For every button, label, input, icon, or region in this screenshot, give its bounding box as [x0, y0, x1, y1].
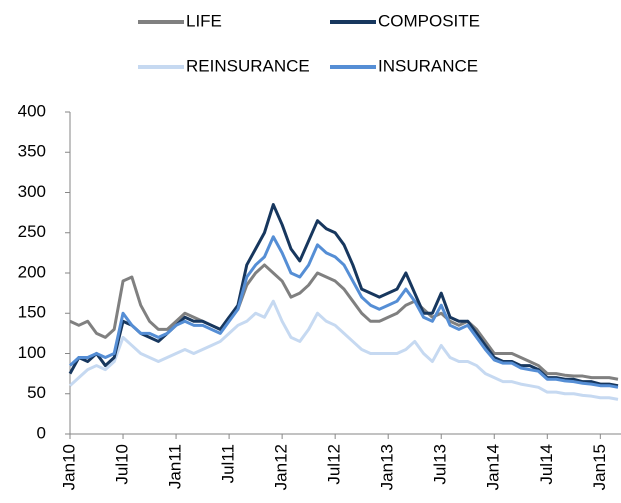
- y-tick-label: 150: [18, 303, 46, 322]
- x-tick-label: Jan12: [272, 444, 291, 490]
- series-line: [69, 263, 619, 381]
- y-tick-label: 300: [18, 182, 46, 201]
- legend-label: REINSURANCE: [186, 56, 310, 75]
- x-tick-label: Jan14: [484, 444, 503, 490]
- y-tick-label: 250: [18, 222, 46, 241]
- x-tick-label: Jul10: [113, 444, 132, 485]
- x-tick-label: Jan15: [590, 444, 609, 490]
- series-line: [68, 299, 619, 401]
- y-tick-label: 50: [27, 383, 46, 402]
- x-tick-label: Jan11: [166, 444, 185, 489]
- y-tick-label: 0: [37, 423, 46, 442]
- legend-label: LIFE: [186, 11, 222, 30]
- y-tick-label: 100: [18, 343, 46, 362]
- y-tick-label: 400: [18, 101, 46, 120]
- x-tick-label: Jul12: [325, 444, 344, 485]
- y-tick-label: 350: [18, 142, 46, 161]
- y-tick-label: 200: [18, 262, 46, 281]
- legend-label: COMPOSITE: [378, 11, 480, 30]
- x-tick-label: Jan13: [378, 444, 397, 490]
- x-tick-label: Jul11: [219, 444, 238, 483]
- series-line: [68, 203, 619, 388]
- x-tick-label: Jul14: [537, 444, 556, 485]
- x-tick-label: Jul13: [431, 444, 450, 485]
- x-tick-label: Jan10: [59, 444, 78, 490]
- series-line: [68, 235, 619, 389]
- legend-label: INSURANCE: [378, 56, 478, 75]
